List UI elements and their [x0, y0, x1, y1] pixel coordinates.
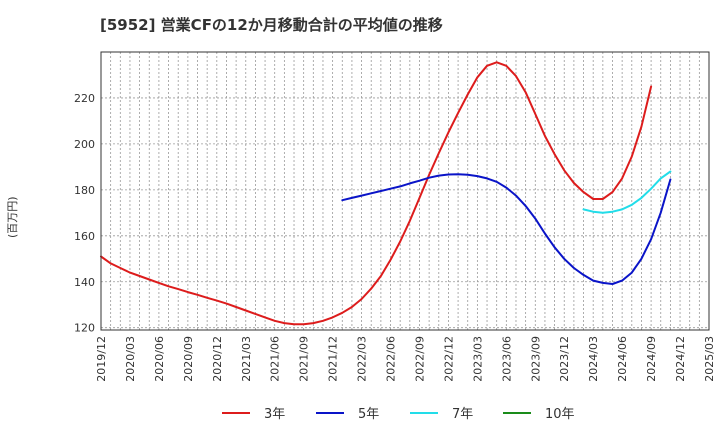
- x-tick-label: 2020/09: [182, 336, 195, 382]
- legend-label-1: 5年: [358, 407, 379, 422]
- x-tick-label: 2022/03: [356, 336, 369, 382]
- x-tick-label: 2023/06: [500, 336, 513, 382]
- legend-label-3: 10年: [545, 407, 575, 422]
- x-tick-label: 2022/12: [442, 336, 455, 382]
- chart-title: [5952] 営業CFの12か月移動合計の平均値の推移: [100, 16, 443, 34]
- x-tick-label: 2024/09: [645, 336, 658, 382]
- legend: 3年 5年 7年 10年: [222, 407, 575, 422]
- x-tick-label: 2022/06: [385, 336, 398, 382]
- y-tick-label: 180: [74, 184, 95, 197]
- series-layer: [100, 61, 672, 326]
- x-tick-label: 2021/12: [327, 336, 340, 382]
- x-tick-label: 2020/03: [124, 336, 137, 382]
- x-tick-label: 2024/06: [616, 336, 629, 382]
- x-tick-label: 2021/09: [298, 336, 311, 382]
- x-tick-label: 2020/06: [153, 336, 166, 382]
- x-tick-label: 2024/03: [587, 336, 600, 382]
- x-tick-label: 2024/12: [674, 336, 687, 382]
- series-line-0: [100, 61, 653, 326]
- plot-frame: [100, 51, 710, 331]
- y-axis-ticks: 120 140 160 180 200 220: [74, 92, 95, 335]
- y-tick-label: 220: [74, 92, 95, 105]
- y-tick-label: 160: [74, 230, 95, 243]
- x-tick-label: 2021/03: [240, 336, 253, 382]
- x-tick-label: 2025/03: [703, 336, 716, 382]
- x-tick-label: 2022/09: [413, 336, 426, 382]
- x-tick-label: 2023/09: [529, 336, 542, 382]
- y-tick-label: 140: [74, 276, 95, 289]
- y-tick-label: 120: [74, 322, 95, 335]
- grid-lines: [101, 52, 709, 330]
- x-tick-label: 2023/12: [558, 336, 571, 382]
- series-line-1: [341, 173, 672, 285]
- legend-label-0: 3年: [264, 407, 285, 422]
- x-axis-ticks: 2019/12 2020/03 2020/06 2020/09 2020/12 2021/…: [95, 336, 716, 382]
- x-tick-label: 2023/03: [471, 336, 484, 382]
- series-line-2: [582, 170, 672, 214]
- x-tick-label: 2019/12: [95, 336, 108, 382]
- x-tick-label: 2021/06: [269, 336, 282, 382]
- x-tick-label: 2020/12: [211, 336, 224, 382]
- legend-label-2: 7年: [452, 407, 473, 422]
- y-tick-label: 200: [74, 138, 95, 151]
